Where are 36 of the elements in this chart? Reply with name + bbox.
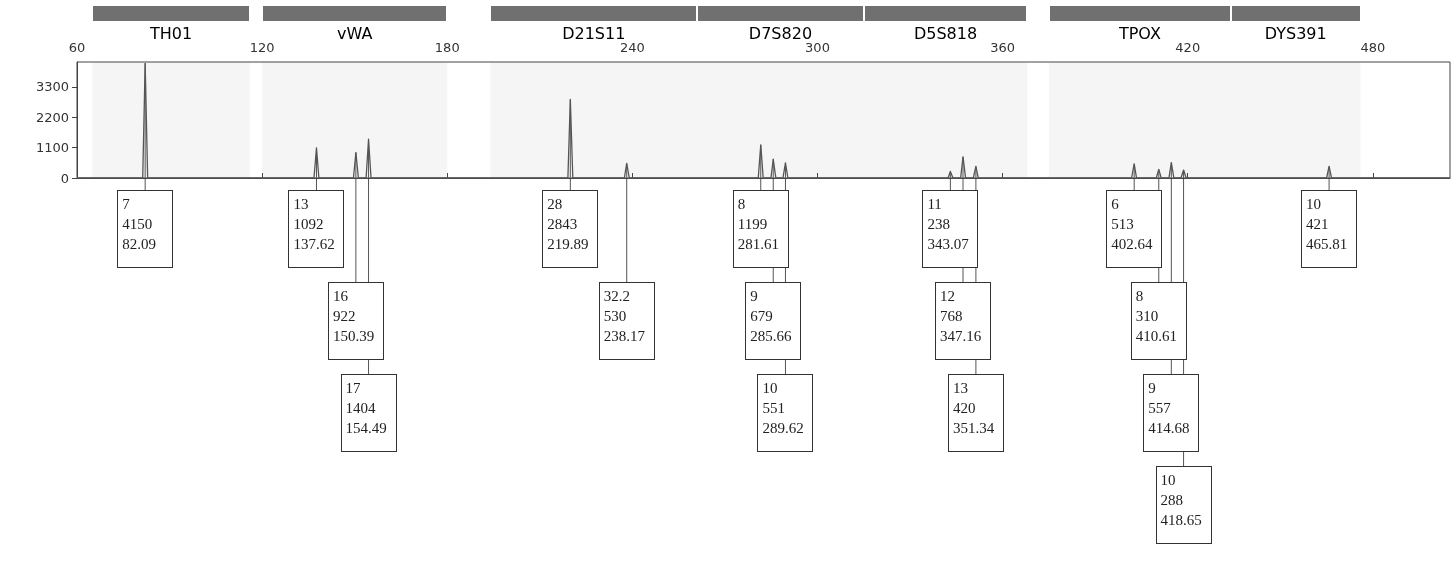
annotation: 32.2 530 238.17	[598, 282, 655, 360]
x-tick-label: 120	[249, 40, 275, 55]
x-tick-label: 180	[434, 40, 460, 55]
band-label: DYS391	[1263, 24, 1328, 43]
y-tick-label: 2200	[35, 109, 69, 125]
annotation: 11 238 343.07	[922, 190, 979, 268]
y-tick-label: 1100	[35, 140, 69, 156]
annotation: 17 1404 154.49	[340, 374, 397, 452]
x-tick-label: 360	[990, 40, 1016, 55]
annotation: 7 4150 82.09	[117, 190, 174, 268]
annotation: 10 551 289.62	[757, 374, 814, 452]
band-label: D5S818	[913, 24, 978, 43]
annotation: 16 922 150.39	[327, 282, 384, 360]
x-tick-label: 60	[68, 40, 86, 55]
y-tick-label: 0	[60, 170, 69, 186]
band-label: D7S820	[747, 24, 814, 43]
annotation: 10 421 465.81	[1301, 190, 1358, 268]
annotation: 10 288 418.65	[1155, 466, 1212, 544]
annotation: 9 557 414.68	[1143, 374, 1200, 452]
annotation: 9 679 285.66	[745, 282, 802, 360]
annotation: 6 513 402.64	[1106, 190, 1163, 268]
band-label: vWA	[336, 24, 373, 43]
annotation: 8 1199 281.61	[732, 190, 789, 268]
x-tick-label: 420	[1175, 40, 1201, 55]
annotation: 13 1092 137.62	[288, 190, 345, 268]
y-tick-label: 3300	[35, 79, 69, 95]
band-label: TH01	[149, 24, 194, 43]
annotation: 12 768 347.16	[935, 282, 991, 360]
x-tick-label: 480	[1360, 40, 1386, 55]
annotation: 28 2843 219.89	[542, 190, 599, 268]
band-label: TPOX	[1118, 24, 1161, 43]
annotation: 13 420 351.34	[947, 374, 1004, 452]
band-label: D21S11	[561, 24, 627, 43]
x-tick-label: 300	[805, 40, 830, 55]
annotation: 8 310 410.61	[1130, 282, 1187, 360]
x-tick-label: 240	[619, 40, 645, 55]
